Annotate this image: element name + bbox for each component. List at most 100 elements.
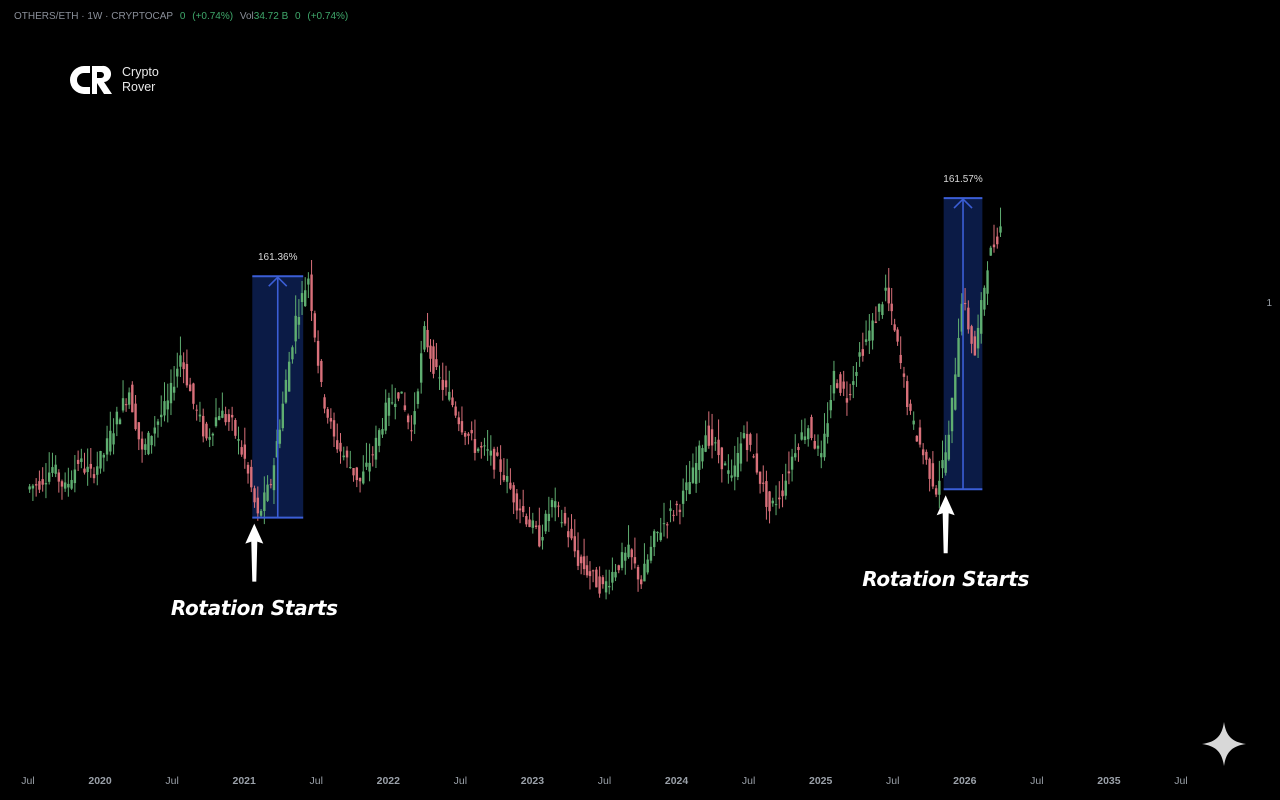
candle-body (47, 472, 51, 482)
candle-body (240, 447, 243, 455)
candle-body (649, 546, 653, 561)
candle-down (928, 457, 931, 492)
candle-up (378, 428, 381, 453)
candle-body (653, 531, 656, 548)
candle-down (992, 224, 996, 253)
candle-body (528, 519, 531, 528)
candle-body (429, 345, 432, 359)
candle-down (573, 519, 576, 558)
candle-body (765, 481, 768, 507)
candle-body (925, 451, 928, 460)
candle-body (669, 508, 672, 512)
candle-body (198, 414, 202, 417)
candle-body (525, 516, 528, 525)
candle-up (826, 402, 829, 444)
candle-body (902, 373, 906, 377)
candle-body (871, 320, 874, 341)
candle-up (304, 277, 307, 307)
candle-up (547, 496, 551, 532)
candle-up (112, 418, 115, 455)
candle-up (102, 452, 105, 472)
candle-up (147, 431, 150, 456)
candle-up (300, 280, 304, 315)
candle-down (358, 477, 362, 493)
candle-body (742, 433, 746, 438)
candle-down (874, 306, 878, 324)
candle-up (698, 440, 701, 483)
candle-up (423, 321, 426, 353)
candle-down (521, 489, 525, 518)
x-tick-label: 2025 (809, 775, 833, 787)
candle-body (758, 471, 762, 484)
candle-down (473, 419, 477, 461)
candle-up (608, 569, 611, 595)
candle-body (467, 433, 470, 436)
candle-body (947, 434, 951, 460)
candle-up (259, 509, 263, 518)
candle-body (463, 432, 467, 437)
candle-up (115, 406, 119, 437)
symbol-label[interactable]: OTHERS/ETH · 1W · CRYPTOCAP (14, 11, 174, 22)
candle-body (310, 274, 313, 311)
candle-body (675, 503, 678, 506)
candle-body (150, 435, 153, 446)
open-value: 0 (179, 11, 186, 22)
candle-up (365, 442, 368, 471)
candle-down (192, 382, 195, 410)
candle-down (502, 458, 506, 483)
candle-up (986, 261, 989, 305)
candle-up (947, 420, 951, 462)
candle-body (115, 411, 119, 425)
candle-down (496, 446, 499, 457)
x-tick-label: 2021 (232, 775, 256, 787)
candle-up (381, 418, 384, 438)
candle-body (496, 452, 499, 456)
volume-label: Vol (239, 11, 254, 22)
candle-down (579, 554, 583, 575)
candle-down (332, 412, 336, 448)
candle-down (896, 327, 899, 346)
candle-body (99, 450, 102, 469)
candle-up (214, 398, 218, 428)
candle-up (694, 446, 698, 493)
candle-body (839, 374, 842, 393)
measure-arrow-head (268, 276, 288, 287)
candle-body (272, 465, 276, 491)
candle-body (492, 448, 496, 470)
candle-up (852, 366, 855, 399)
candle-body (512, 485, 515, 503)
candle-body (980, 300, 983, 334)
candle-body (881, 304, 884, 316)
candle-body (413, 411, 416, 425)
candle-body (707, 425, 711, 446)
candle-body (67, 483, 70, 488)
candle-body (704, 435, 707, 452)
candle-down (89, 448, 93, 478)
candle-body (70, 479, 73, 489)
measure-percent-label: 161.57% (943, 174, 983, 186)
candle-up (733, 445, 736, 491)
candle-up (390, 384, 394, 405)
candle-down (758, 471, 762, 494)
candle-down (492, 446, 496, 479)
candle-body (745, 433, 749, 451)
candle-body (736, 453, 740, 478)
candle-body (297, 317, 301, 325)
candle-body (960, 303, 964, 332)
candle-down (499, 445, 502, 485)
candle-down (426, 312, 429, 353)
candle-down (202, 408, 205, 443)
candle-up (342, 446, 345, 461)
candle-body (368, 462, 371, 472)
candle-body (278, 429, 282, 444)
candle-down (224, 406, 227, 426)
candle-body (630, 549, 633, 558)
candle-body (762, 482, 765, 484)
candle-up (150, 435, 153, 454)
candle-up (820, 440, 823, 469)
candle-body (884, 287, 887, 291)
candle-up (486, 429, 489, 461)
candle-up (688, 460, 691, 495)
candle-body (976, 327, 980, 349)
